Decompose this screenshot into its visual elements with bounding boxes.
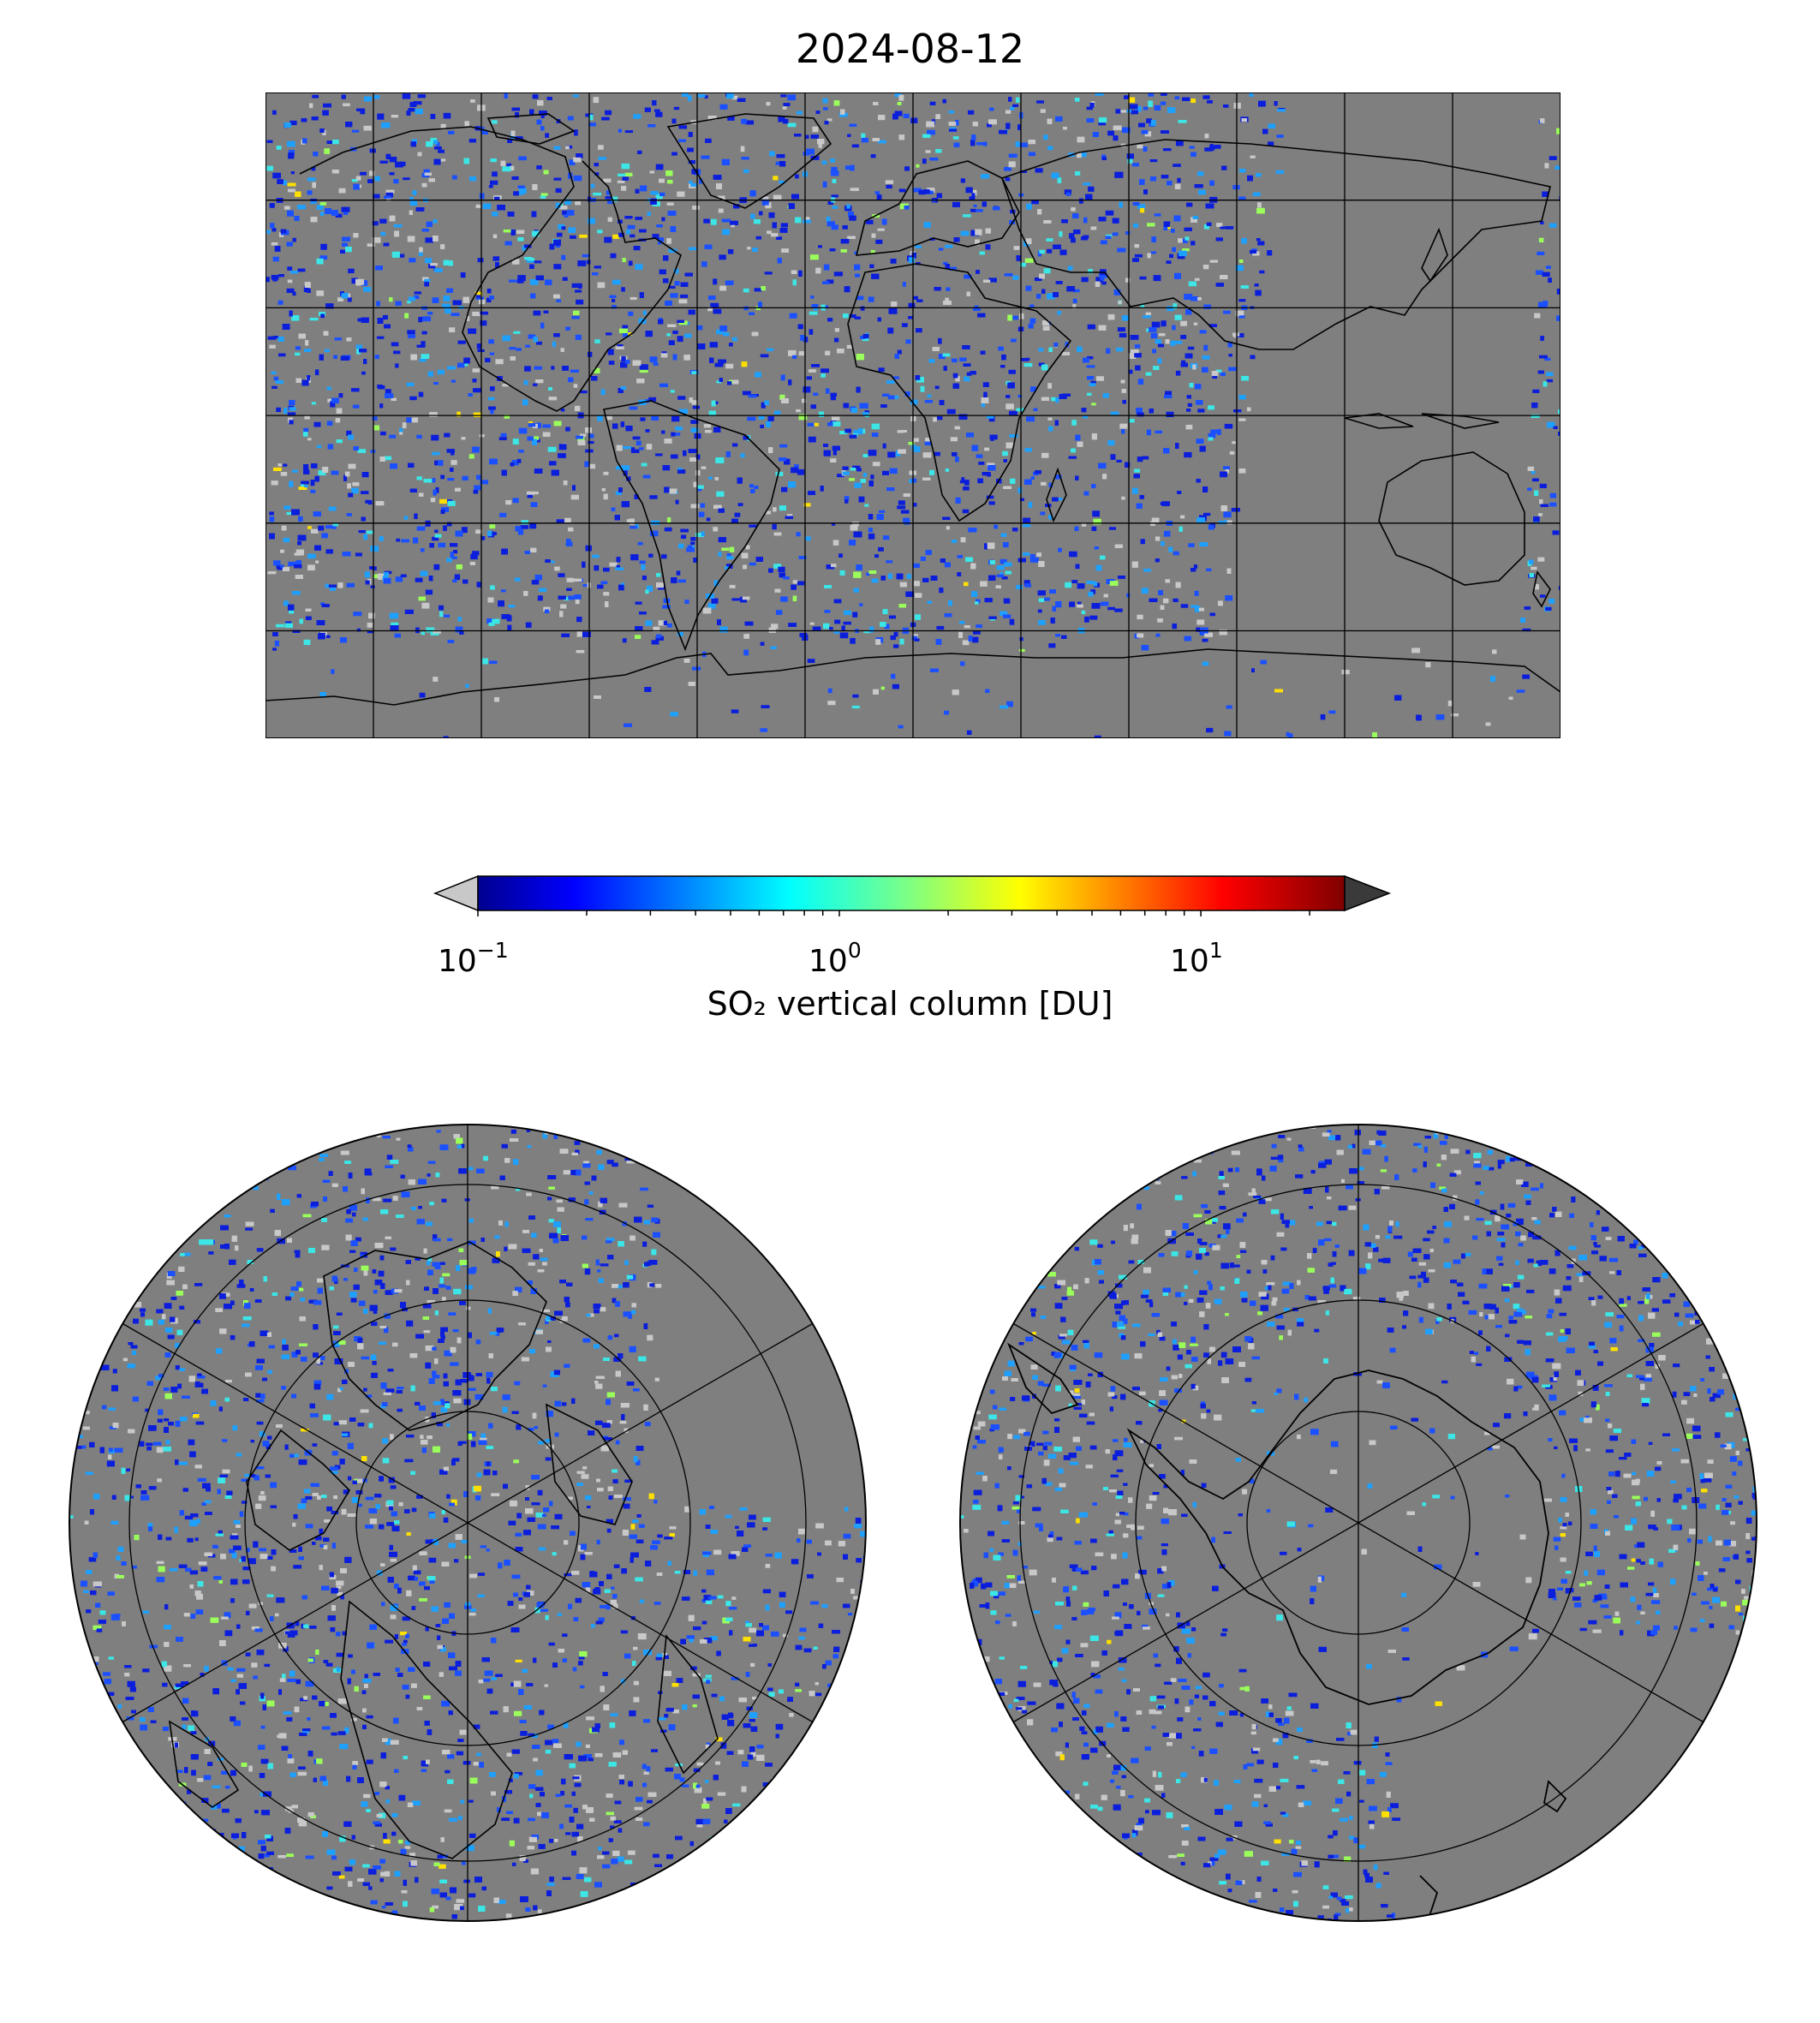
gridlines	[118, 1125, 817, 1921]
coastlines	[266, 113, 1560, 706]
south-polar-map	[959, 1124, 1757, 1922]
coastlines	[1007, 1342, 1567, 1919]
colorbar-tick-label: 10−1	[438, 938, 509, 979]
colorbar-label: SO₂ vertical column [DU]	[707, 985, 1113, 1023]
colorbar-over-extension	[1344, 874, 1392, 912]
coastlines	[168, 1241, 719, 1859]
gridlines	[1009, 1125, 1708, 1921]
north-polar-map	[69, 1124, 867, 1922]
figure-title: 2024-08-12	[795, 26, 1025, 72]
so2-pixel-layer	[69, 1127, 866, 1921]
colorbar-under-extension	[433, 874, 479, 912]
colorbar-tick-label: 101	[1170, 938, 1223, 979]
colorbar-gradient	[477, 875, 1346, 911]
gridlines	[266, 92, 1560, 738]
colorbar	[433, 874, 1392, 916]
global-map	[266, 92, 1560, 738]
colorbar-tick-label: 100	[809, 938, 862, 979]
